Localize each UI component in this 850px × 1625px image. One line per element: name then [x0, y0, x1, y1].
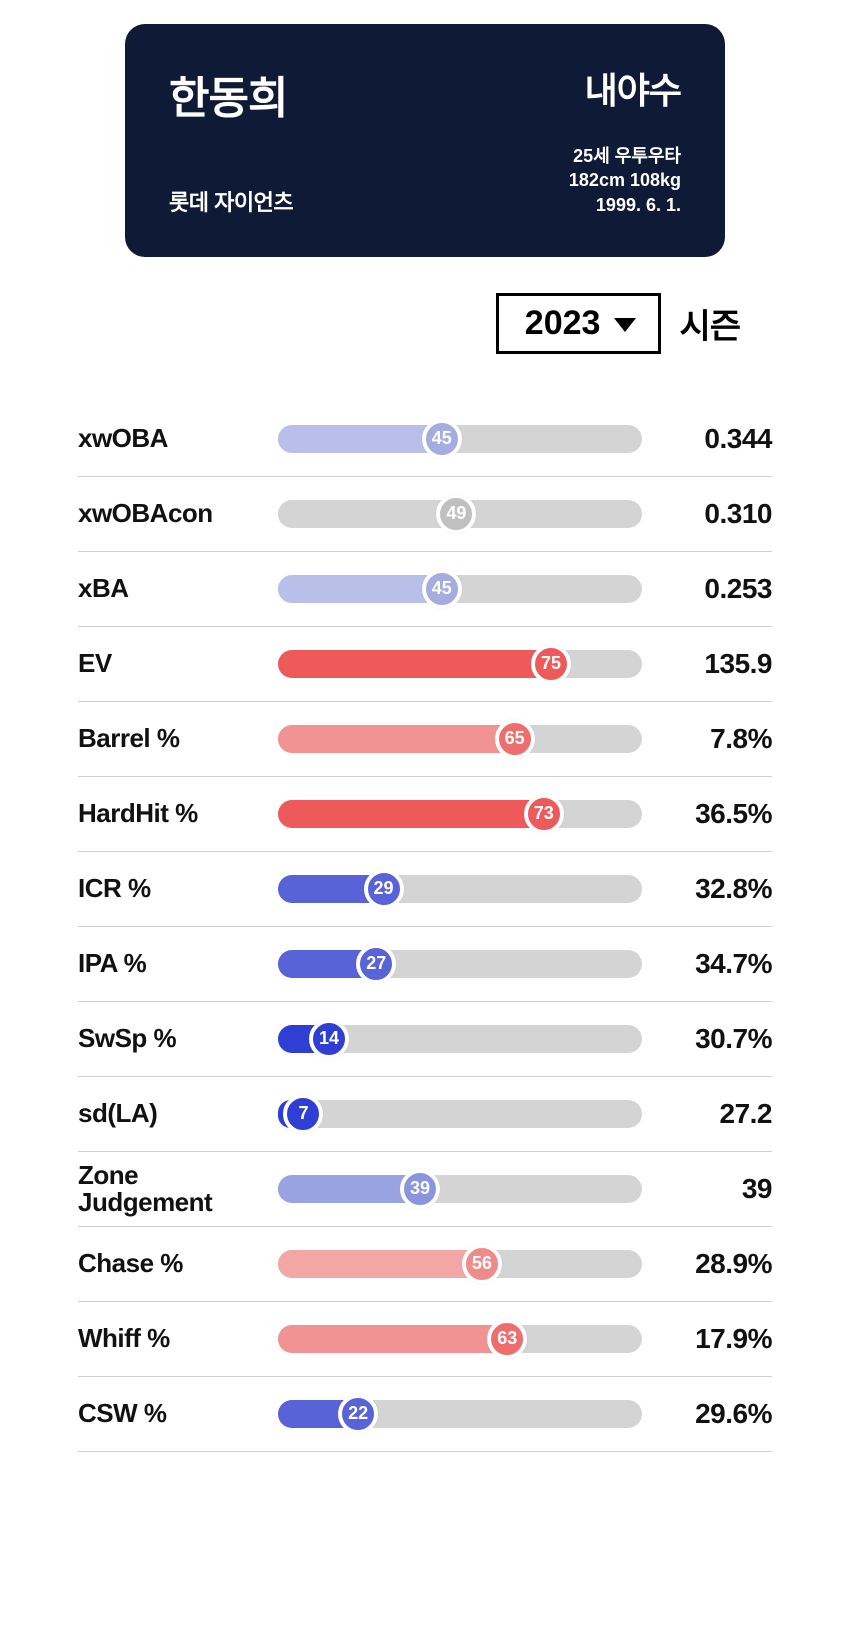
percentile-bar: 39	[278, 1174, 642, 1204]
stat-value: 34.7%	[642, 948, 772, 980]
bar-fill	[278, 725, 515, 753]
season-label: 시즌	[679, 299, 740, 348]
stat-label: xBA	[78, 575, 278, 602]
stat-row: xwOBA450.344	[78, 402, 772, 477]
percentile-knob: 73	[524, 794, 564, 834]
stat-label: EV	[78, 650, 278, 677]
percentile-bar: 45	[278, 574, 642, 604]
bar-track	[278, 1100, 642, 1128]
bio-line-dob: 1999. 6. 1.	[569, 193, 681, 217]
stats-list: xwOBA450.344xwOBAcon490.310xBA450.253EV7…	[50, 402, 800, 1452]
stat-row: CSW %2229.6%	[78, 1377, 772, 1452]
bar-fill	[278, 575, 442, 603]
stat-value: 36.5%	[642, 798, 772, 830]
year-value: 2023	[525, 304, 601, 343]
percentile-bar: 63	[278, 1324, 642, 1354]
stat-label: xwOBA	[78, 425, 278, 452]
stat-value: 135.9	[642, 648, 772, 680]
percentile-bar: 7	[278, 1099, 642, 1129]
stat-row: Whiff %6317.9%	[78, 1302, 772, 1377]
stat-value: 32.8%	[642, 873, 772, 905]
percentile-bar: 65	[278, 724, 642, 754]
stat-label: HardHit %	[78, 800, 278, 827]
stat-value: 29.6%	[642, 1398, 772, 1430]
stat-label: SwSp %	[78, 1025, 278, 1052]
percentile-bar: 14	[278, 1024, 642, 1054]
bio-line-size: 182cm 108kg	[569, 168, 681, 192]
stat-value: 27.2	[642, 1098, 772, 1130]
header-right: 내야수 25세 우투우타 182cm 108kg 1999. 6. 1.	[569, 62, 681, 217]
stat-value: 30.7%	[642, 1023, 772, 1055]
percentile-bar: 29	[278, 874, 642, 904]
stat-value: 7.8%	[642, 723, 772, 755]
stat-label: sd(LA)	[78, 1100, 278, 1127]
stat-row: xBA450.253	[78, 552, 772, 627]
percentile-knob: 63	[487, 1319, 527, 1359]
stat-row: ICR %2932.8%	[78, 852, 772, 927]
percentile-knob: 49	[436, 494, 476, 534]
bar-fill	[278, 500, 456, 528]
percentile-bar: 73	[278, 799, 642, 829]
stat-row: HardHit %7336.5%	[78, 777, 772, 852]
stat-row: xwOBAcon490.310	[78, 477, 772, 552]
stat-label: Zone Judgement	[78, 1162, 278, 1217]
bar-fill	[278, 1175, 420, 1203]
stat-row: sd(LA)727.2	[78, 1077, 772, 1152]
stat-value: 0.344	[642, 423, 772, 455]
stat-value: 28.9%	[642, 1248, 772, 1280]
percentile-bar: 45	[278, 424, 642, 454]
percentile-knob: 7	[283, 1094, 323, 1134]
stat-label: Whiff %	[78, 1325, 278, 1352]
stat-value: 0.310	[642, 498, 772, 530]
player-name: 한동희	[169, 62, 293, 126]
stat-label: Chase %	[78, 1250, 278, 1277]
stat-row: Chase %5628.9%	[78, 1227, 772, 1302]
percentile-knob: 56	[462, 1244, 502, 1284]
chevron-down-icon	[614, 318, 636, 332]
stat-label: Barrel %	[78, 725, 278, 752]
percentile-knob: 45	[422, 569, 462, 609]
bar-fill	[278, 650, 551, 678]
header-left: 한동희 롯데 자이언츠	[169, 62, 293, 217]
bar-fill	[278, 1325, 507, 1353]
percentile-bar: 22	[278, 1399, 642, 1429]
season-selector-row: 2023 시즌	[50, 293, 740, 354]
percentile-knob: 27	[356, 944, 396, 984]
stat-row: SwSp %1430.7%	[78, 1002, 772, 1077]
percentile-knob: 22	[338, 1394, 378, 1434]
percentile-bar: 27	[278, 949, 642, 979]
percentile-knob: 65	[495, 719, 535, 759]
bar-fill	[278, 800, 544, 828]
percentile-bar: 56	[278, 1249, 642, 1279]
stat-label: ICR %	[78, 875, 278, 902]
player-header-card: 한동희 롯데 자이언츠 내야수 25세 우투우타 182cm 108kg 199…	[125, 24, 725, 257]
player-position: 내야수	[585, 62, 681, 114]
stat-row: EV75135.9	[78, 627, 772, 702]
stat-row: Barrel %657.8%	[78, 702, 772, 777]
stat-value: 39	[642, 1173, 772, 1205]
stat-value: 0.253	[642, 573, 772, 605]
percentile-knob: 14	[309, 1019, 349, 1059]
percentile-knob: 75	[531, 644, 571, 684]
percentile-knob: 29	[364, 869, 404, 909]
bar-fill	[278, 425, 442, 453]
stat-row: Zone Judgement3939	[78, 1152, 772, 1227]
stat-label: IPA %	[78, 950, 278, 977]
percentile-knob: 39	[400, 1169, 440, 1209]
percentile-bar: 49	[278, 499, 642, 529]
stat-label: CSW %	[78, 1400, 278, 1427]
year-dropdown[interactable]: 2023	[496, 293, 662, 354]
player-bio: 25세 우투우타 182cm 108kg 1999. 6. 1.	[569, 144, 681, 217]
stat-row: IPA %2734.7%	[78, 927, 772, 1002]
percentile-knob: 45	[422, 419, 462, 459]
percentile-bar: 75	[278, 649, 642, 679]
team-name: 롯데 자이언츠	[169, 185, 293, 217]
bar-fill	[278, 1250, 482, 1278]
stat-value: 17.9%	[642, 1323, 772, 1355]
bio-line-age: 25세 우투우타	[569, 144, 681, 168]
stat-label: xwOBAcon	[78, 500, 278, 527]
